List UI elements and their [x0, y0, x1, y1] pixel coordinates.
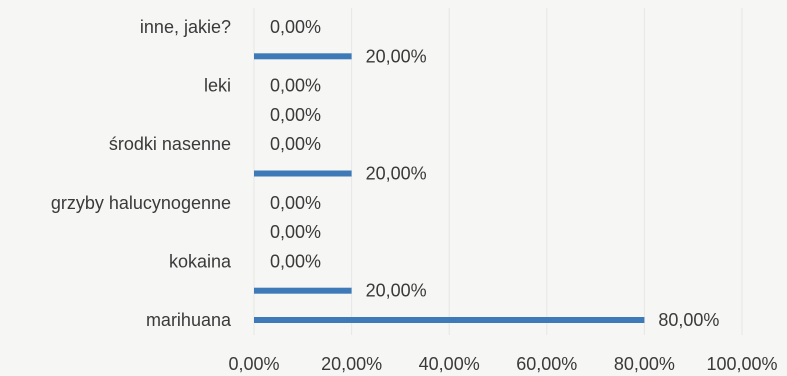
- category-label: marihuana: [146, 310, 232, 330]
- category-label: leki: [204, 76, 231, 96]
- value-label: 0,00%: [270, 222, 321, 242]
- x-tick-label: 60,00%: [516, 354, 577, 374]
- value-label: 0,00%: [270, 76, 321, 96]
- bar: [254, 317, 645, 323]
- x-tick-label: 80,00%: [614, 354, 675, 374]
- x-tick-label: 100,00%: [706, 354, 777, 374]
- x-tick-label: 40,00%: [419, 354, 480, 374]
- bar: [254, 53, 352, 60]
- value-label: 80,00%: [658, 310, 719, 330]
- category-label: inne, jakie?: [140, 17, 231, 37]
- x-tick-label: 20,00%: [321, 354, 382, 374]
- value-label: 0,00%: [270, 251, 321, 271]
- value-labels: 80,00% 20,00% 0,00% 0,00% 0,00% 20,00% 0,00% 0,…: [270, 17, 719, 330]
- bar: [254, 287, 352, 294]
- value-label: 0,00%: [270, 193, 321, 213]
- value-label: 20,00%: [366, 46, 427, 66]
- category-label: grzyby halucynogenne: [51, 193, 231, 213]
- value-label: 0,00%: [270, 17, 321, 37]
- value-label: 0,00%: [270, 134, 321, 154]
- x-tick-label: 0,00%: [228, 354, 279, 374]
- value-label: 0,00%: [270, 105, 321, 125]
- value-label: 20,00%: [366, 164, 427, 184]
- x-axis-ticks: 0,00% 20,00% 40,00% 60,00% 80,00% 100,00%: [228, 354, 777, 374]
- value-label: 20,00%: [366, 281, 427, 301]
- bars: [254, 53, 645, 323]
- gridlines: [253, 8, 743, 335]
- category-labels: marihuana kokaina grzyby halucynogenne środ…: [51, 17, 232, 330]
- bar: [254, 170, 352, 177]
- category-label: środki nasenne: [109, 134, 231, 154]
- category-label: kokaina: [169, 251, 232, 271]
